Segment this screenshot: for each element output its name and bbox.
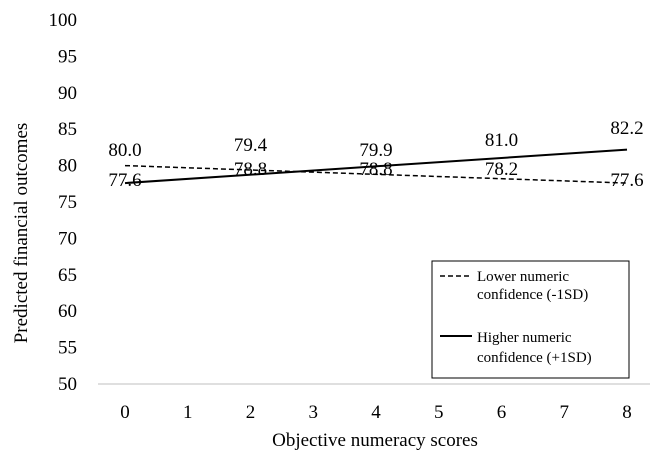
x-tick-label: 0 [120,402,130,423]
legend-label: Lower numeric [477,269,569,285]
y-tick-label: 60 [58,301,77,322]
x-tick-label: 8 [622,402,632,423]
y-tick-label: 85 [58,119,77,140]
y-tick-label: 50 [58,374,77,395]
data-label: 78.8 [234,159,267,180]
data-label: 80.0 [108,140,141,161]
x-tick-label: 2 [246,402,256,423]
y-tick-label: 80 [58,156,77,177]
x-axis-title: Objective numeracy scores [272,430,478,451]
data-label: 77.6 [610,170,643,191]
series-line-lower [124,164,628,184]
legend-label: confidence (+1SD) [477,350,592,366]
data-label: 79.4 [234,135,268,156]
data-labels: 80.0 78.8 78.8 78.2 77.6 77.6 79.4 79.9 81.0 82.2 [108,118,643,191]
legend: Lower numeric confidence (-1SD) Higher num… [431,260,630,379]
legend-label: confidence (-1SD) [477,287,588,303]
data-label: 77.6 [108,170,141,191]
series-lines [124,148,628,185]
x-tick-label: 5 [434,402,444,423]
y-tick-label: 55 [58,338,77,359]
data-label: 78.2 [485,159,518,180]
y-tick-label: 75 [58,192,77,213]
y-axis-title: Predicted financial outcomes [11,123,32,344]
y-tick-label: 65 [58,265,77,286]
data-label: 81.0 [485,130,518,151]
data-label: 79.9 [359,140,392,161]
y-tick-label: 95 [58,46,77,67]
series-line-higher [124,148,628,185]
x-tick-label: 7 [560,402,570,423]
legend-label: Higher numeric [477,330,572,346]
y-axis-ticks: 50 55 60 65 70 75 80 85 90 95 100 [49,10,78,395]
x-tick-label: 4 [371,402,381,423]
y-tick-label: 90 [58,83,77,104]
x-tick-label: 1 [183,402,193,423]
data-label: 82.2 [610,118,643,139]
x-tick-label: 3 [309,402,319,423]
legend-box [431,260,630,379]
x-tick-label: 6 [497,402,507,423]
x-axis-ticks: 0 1 2 3 4 5 6 7 8 [120,402,632,423]
y-tick-label: 70 [58,228,77,249]
y-tick-label: 100 [49,10,78,31]
data-label: 78.8 [359,159,392,180]
